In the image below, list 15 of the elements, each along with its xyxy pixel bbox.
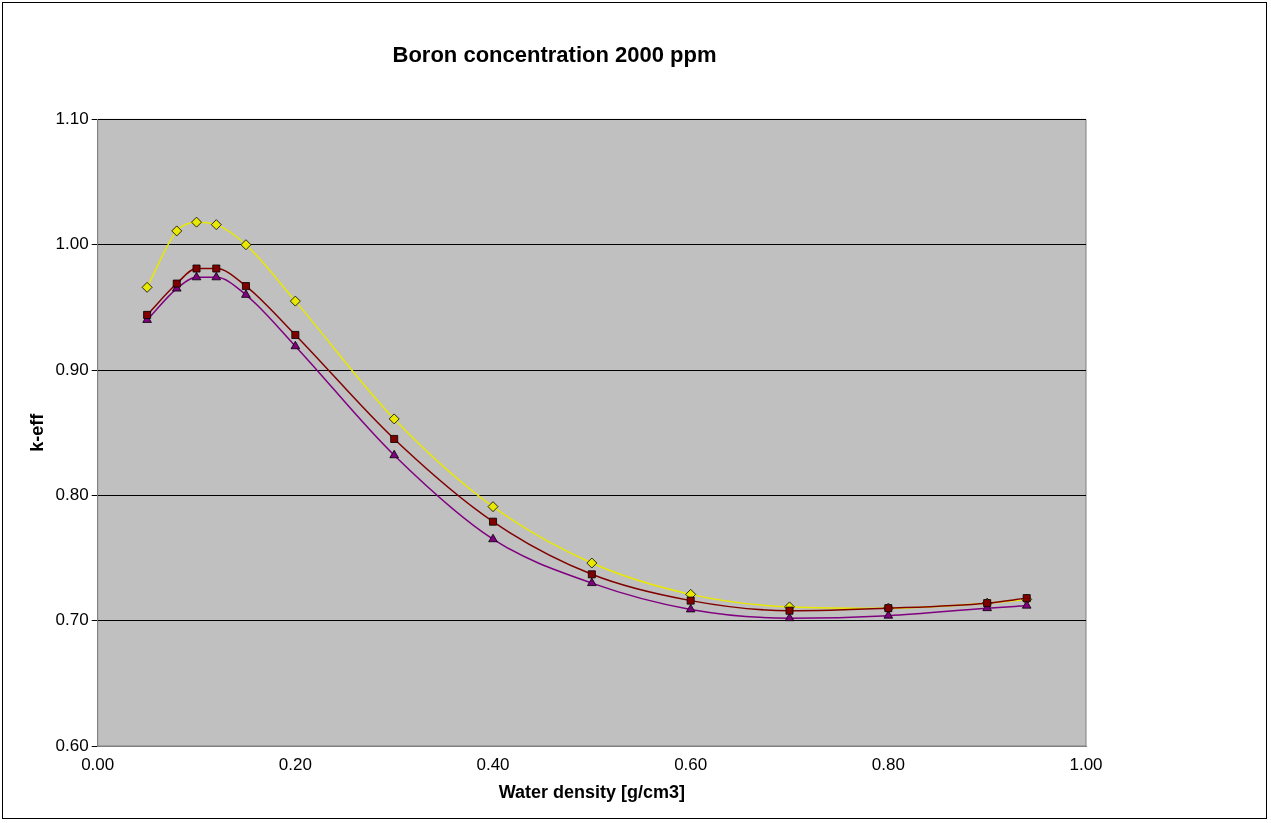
y-tick-label: 0.80	[55, 485, 89, 505]
chart-title: Boron concentration 2000 ppm	[392, 42, 717, 68]
y-tick-label: 1.10	[55, 109, 89, 129]
x-tick-label: 0.80	[871, 754, 905, 774]
x-tick-label: 1.00	[1069, 754, 1103, 774]
y-axis-title: k-eff	[26, 412, 47, 452]
x-tick-label: 0.40	[476, 754, 510, 774]
x-tick-label: 0.00	[81, 754, 115, 774]
x-tick-label: 0.20	[278, 754, 312, 774]
y-tick-label: 1.00	[55, 234, 89, 254]
y-tick-label: 0.90	[55, 359, 89, 379]
y-tick-label: 0.70	[55, 610, 89, 630]
x-axis-title: Water density [g/cm3]	[498, 782, 686, 803]
y-tick-label: 0.60	[55, 735, 89, 755]
x-tick-label: 0.60	[674, 754, 708, 774]
